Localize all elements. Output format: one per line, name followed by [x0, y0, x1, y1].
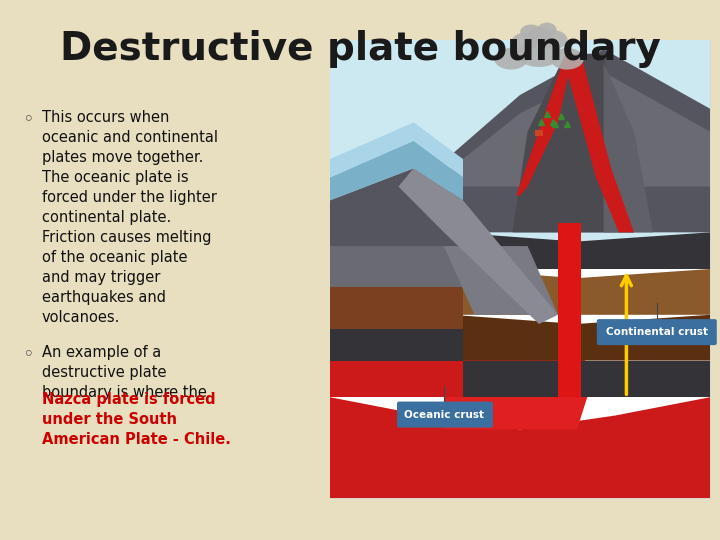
Polygon shape: [330, 287, 463, 328]
Polygon shape: [444, 324, 596, 429]
Polygon shape: [558, 223, 581, 397]
Ellipse shape: [527, 28, 551, 44]
Ellipse shape: [550, 48, 584, 70]
Polygon shape: [330, 328, 463, 361]
Polygon shape: [451, 361, 710, 397]
Polygon shape: [330, 397, 710, 498]
Polygon shape: [451, 72, 710, 186]
Polygon shape: [330, 40, 710, 246]
Polygon shape: [398, 168, 558, 324]
Polygon shape: [451, 232, 710, 269]
Ellipse shape: [494, 48, 528, 70]
Ellipse shape: [537, 23, 557, 37]
Polygon shape: [451, 269, 710, 315]
FancyBboxPatch shape: [597, 319, 717, 345]
Polygon shape: [330, 361, 463, 397]
Ellipse shape: [516, 40, 562, 67]
Polygon shape: [603, 63, 653, 232]
Text: ◦: ◦: [22, 110, 34, 129]
Text: Oceanic crust: Oceanic crust: [404, 409, 484, 420]
Text: Continental crust: Continental crust: [606, 327, 708, 337]
Polygon shape: [330, 141, 463, 200]
FancyBboxPatch shape: [397, 402, 493, 428]
Polygon shape: [451, 49, 710, 232]
Polygon shape: [330, 123, 463, 178]
Ellipse shape: [512, 33, 539, 51]
Bar: [330, 40, 710, 498]
Text: An example of a
destructive plate
boundary is where the: An example of a destructive plate bounda…: [42, 345, 207, 400]
Ellipse shape: [521, 24, 541, 39]
Polygon shape: [451, 315, 710, 361]
Text: Destructive plate boundary: Destructive plate boundary: [60, 30, 660, 68]
Polygon shape: [330, 246, 463, 287]
Text: This occurs when
oceanic and continental
plates move together.
The oceanic plate: This occurs when oceanic and continental…: [42, 110, 218, 326]
Polygon shape: [444, 246, 558, 315]
Polygon shape: [516, 54, 573, 195]
Ellipse shape: [539, 30, 567, 49]
Polygon shape: [330, 168, 463, 246]
Polygon shape: [513, 54, 634, 232]
Bar: [535, 130, 543, 136]
Polygon shape: [566, 54, 634, 232]
Text: ◦: ◦: [22, 345, 34, 364]
Text: Nazca plate is forced
under the South
American Plate - Chile.: Nazca plate is forced under the South Am…: [42, 392, 231, 447]
